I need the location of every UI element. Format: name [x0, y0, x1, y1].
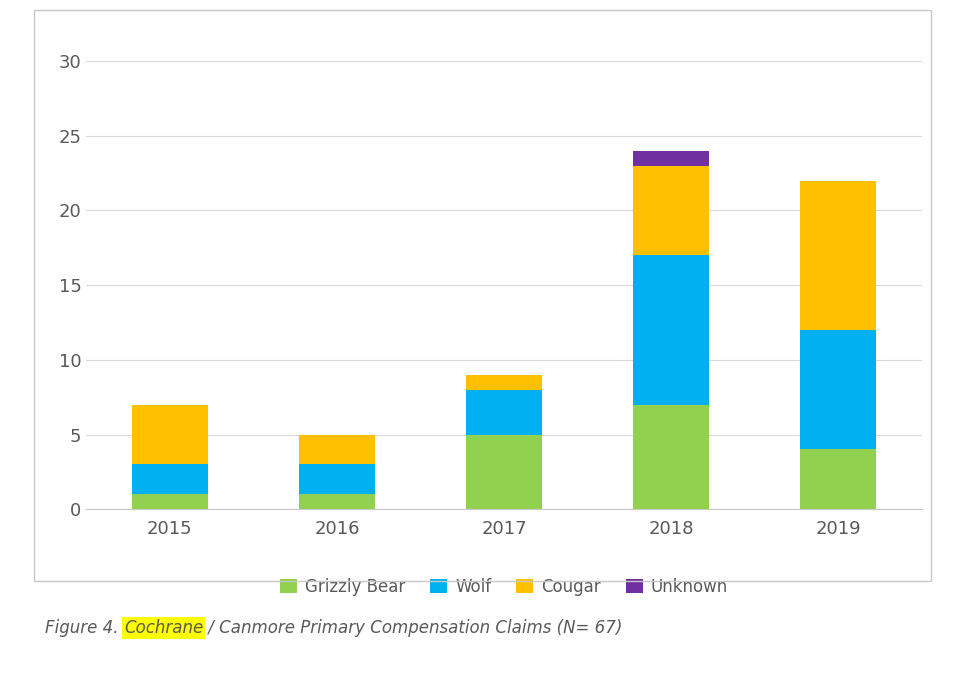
Bar	[634, 255, 708, 405]
Text: Cochrane: Cochrane	[124, 619, 204, 637]
Bar	[801, 181, 876, 330]
Bar	[300, 494, 374, 509]
Bar	[467, 435, 541, 509]
Bar	[132, 405, 207, 464]
Bar	[634, 405, 708, 509]
Bar	[634, 166, 708, 255]
Bar	[801, 449, 876, 509]
Text: Figure 4.: Figure 4.	[45, 619, 124, 637]
Bar	[300, 435, 374, 464]
Bar	[300, 464, 374, 494]
Bar	[801, 330, 876, 449]
Bar	[132, 494, 207, 509]
Bar	[467, 390, 541, 435]
Bar	[467, 375, 541, 390]
Bar	[634, 151, 708, 166]
Bar	[132, 464, 207, 494]
Text: / Canmore Primary Compensation Claims (N= 67): / Canmore Primary Compensation Claims (N…	[204, 619, 622, 637]
Legend: Grizzly Bear, Wolf, Cougar, Unknown: Grizzly Bear, Wolf, Cougar, Unknown	[274, 571, 734, 603]
